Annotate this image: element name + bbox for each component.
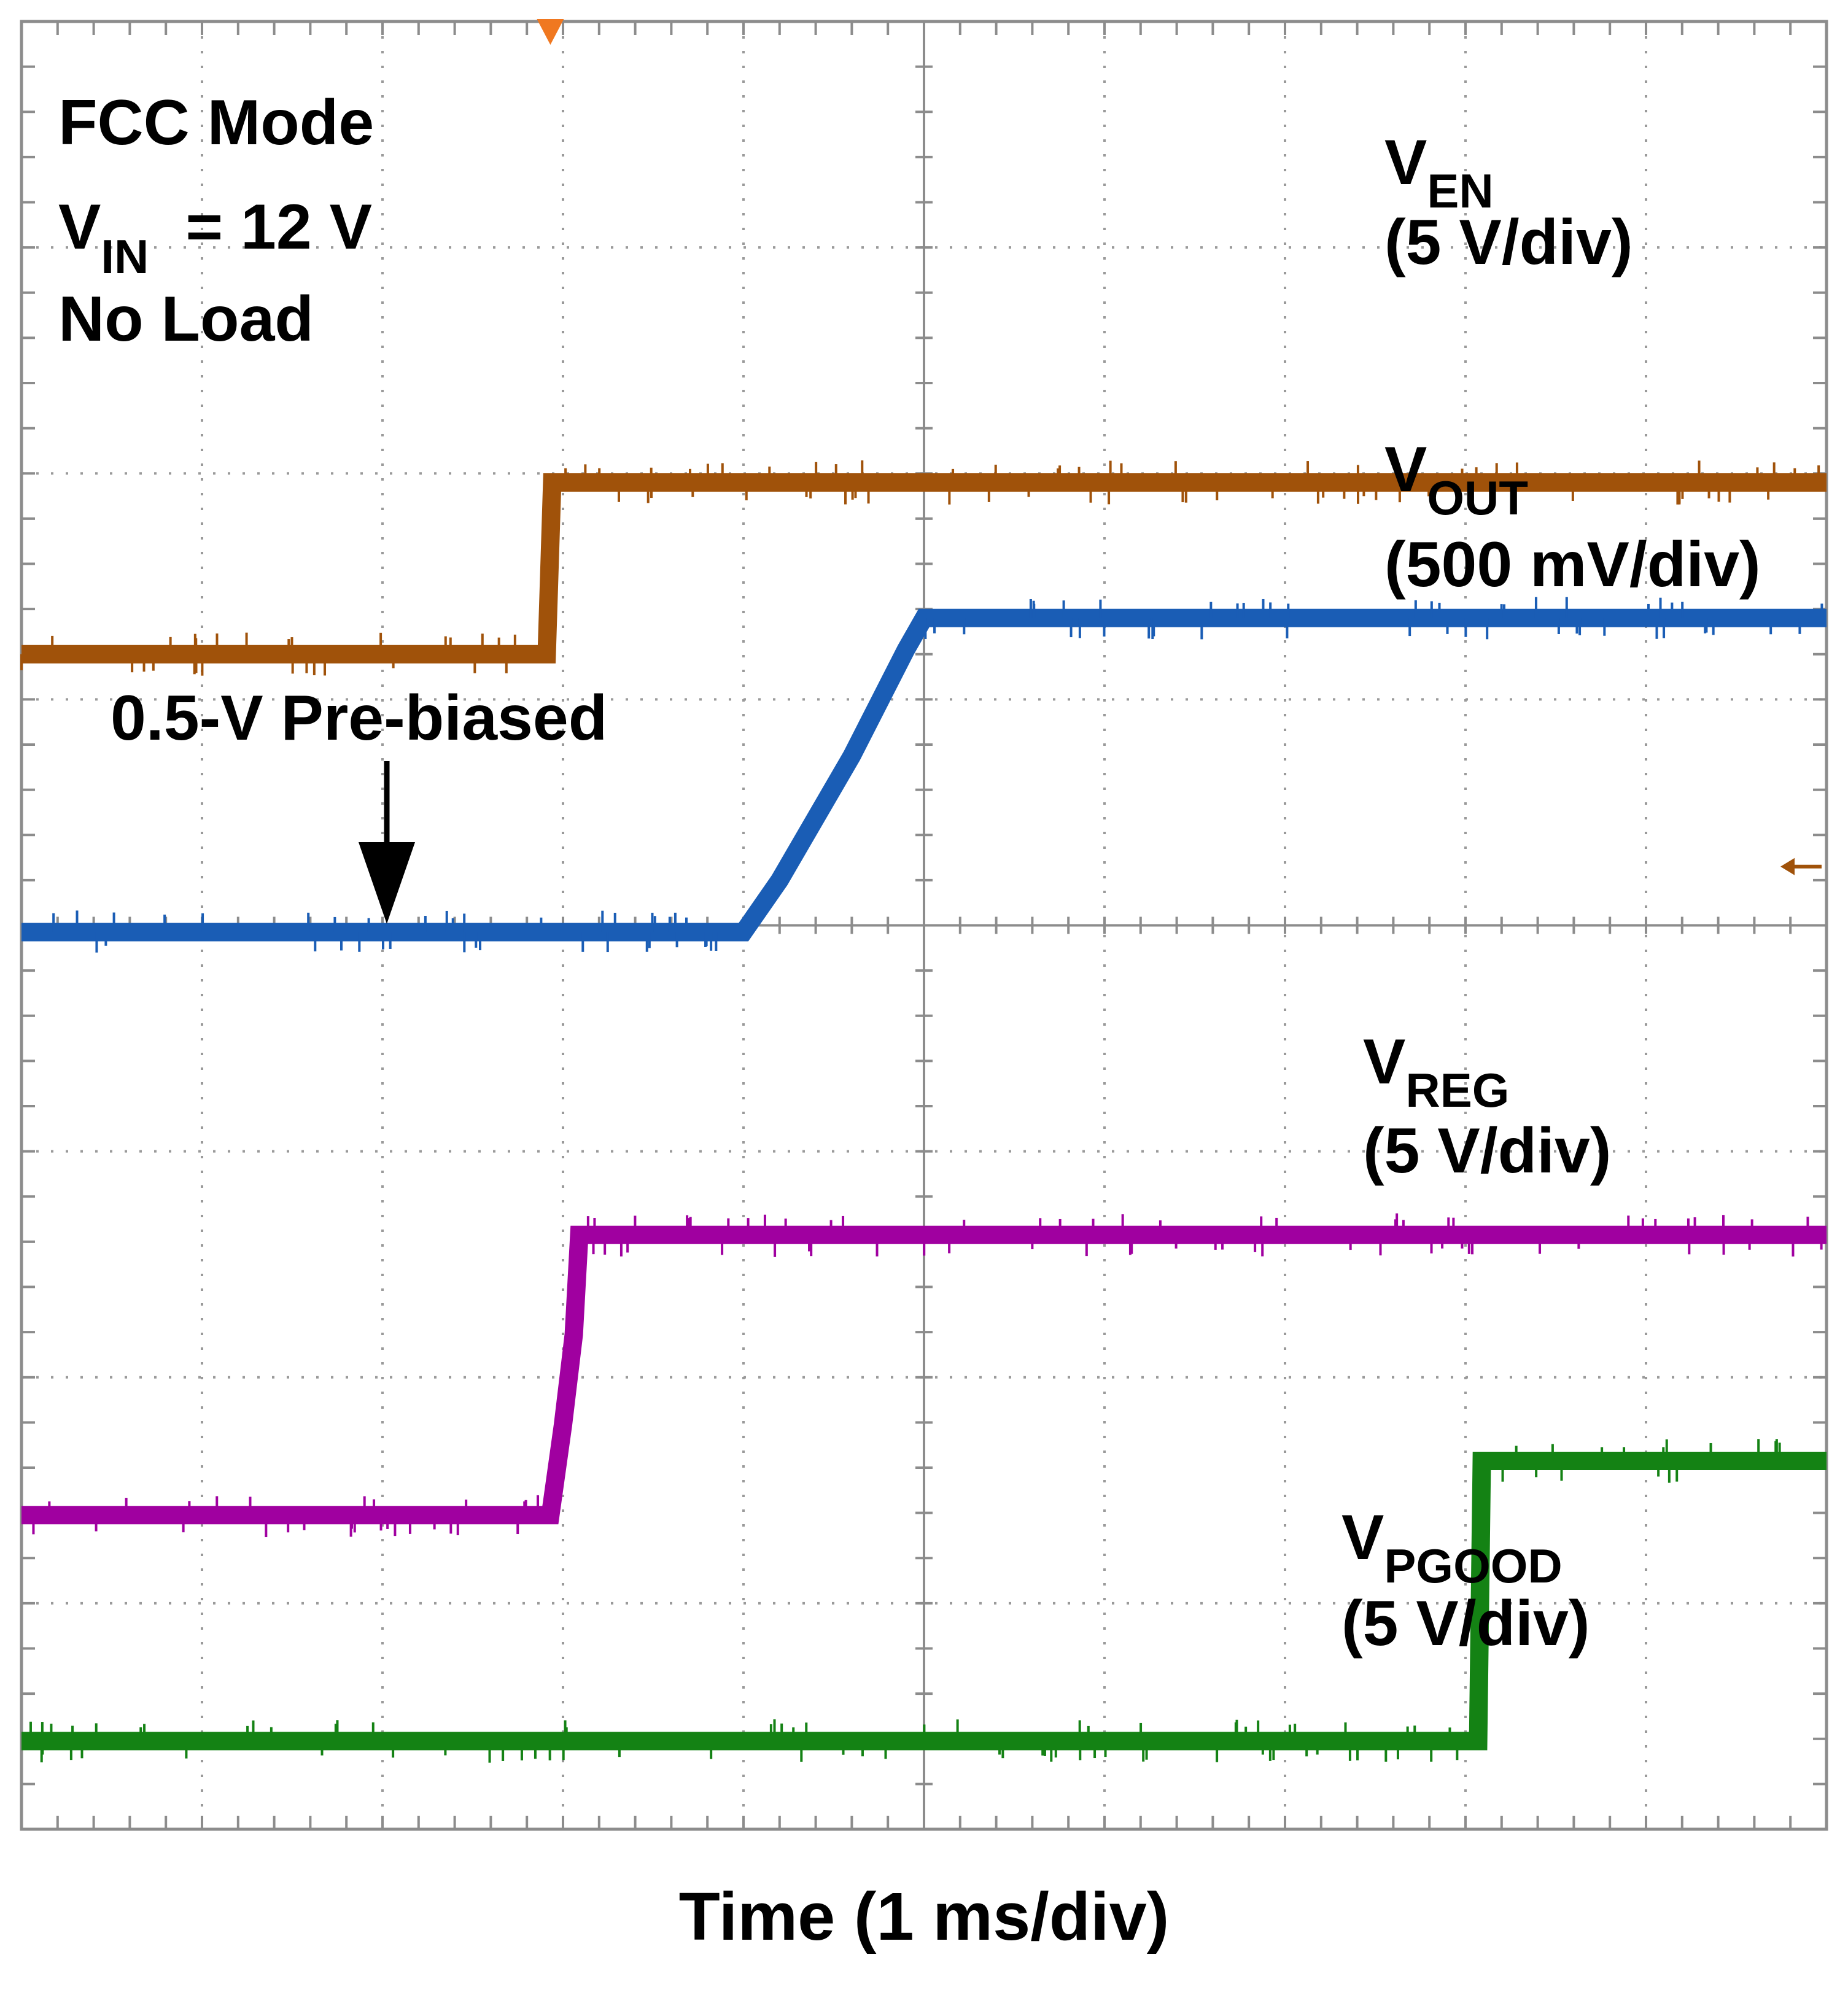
vin-label: VIN = 12 V	[58, 192, 372, 284]
vout-label-main: V	[1384, 434, 1427, 505]
ven-label-main: V	[1384, 127, 1427, 198]
vreg-label: VREG	[1363, 1026, 1509, 1117]
ven-label: VEN	[1384, 127, 1494, 218]
vreg-scale-label: (5 V/div)	[1363, 1115, 1612, 1187]
markers	[537, 19, 1822, 875]
ven-scale-label: (5 V/div)	[1384, 207, 1633, 278]
ven-trace	[21, 473, 1827, 664]
vout-label-sub: OUT	[1427, 471, 1528, 525]
vin-value: = 12 V	[185, 192, 372, 263]
x-axis-label: Time (1 ms/div)	[679, 1879, 1170, 1954]
ven-label-sub: EN	[1427, 164, 1493, 218]
vreg-trace	[21, 1225, 1827, 1525]
vin-prefix: V	[58, 192, 101, 263]
prebias-arrow	[359, 761, 415, 924]
vreg-label-sub: REG	[1405, 1063, 1509, 1117]
vin-subscript: IN	[101, 230, 149, 284]
traces	[20, 460, 1827, 1763]
vpgood-label-main: V	[1341, 1502, 1384, 1573]
mode-label: FCC Mode	[58, 87, 374, 158]
vpgood-trace	[21, 1452, 1827, 1751]
load-label: No Load	[58, 284, 314, 355]
trigger-marker	[537, 19, 564, 45]
vout-label: VOUT	[1384, 434, 1528, 525]
vpgood-label-sub: PGOOD	[1384, 1539, 1562, 1593]
vpgood-scale-label: (5 V/div)	[1341, 1588, 1590, 1659]
vpgood-label: VPGOOD	[1341, 1502, 1563, 1593]
prebias-annotation: 0.5-V Pre-biased	[111, 683, 607, 754]
ven-reference-arrowhead	[1780, 858, 1795, 875]
vout-trace	[21, 608, 1827, 942]
vreg-label-main: V	[1363, 1026, 1405, 1098]
vout-scale-label: (500 mV/div)	[1384, 529, 1761, 600]
